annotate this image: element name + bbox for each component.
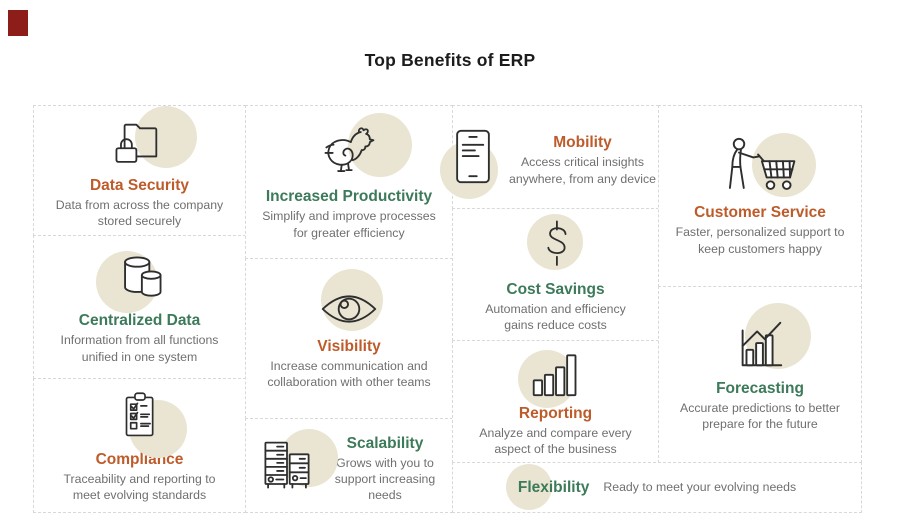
card-description: Automation and efficiency gains reduce c… xyxy=(485,301,626,333)
page-title: Top Benefits of ERP xyxy=(364,50,536,70)
card-cost-savings: Cost Savings Automation and efficiency g… xyxy=(452,208,659,341)
card-title-label: Flexibility xyxy=(517,478,590,496)
icon-backdrop-circle xyxy=(505,463,552,510)
card-description: Faster, personalized support to keep cus… xyxy=(675,225,845,256)
smartphone-icon xyxy=(455,129,490,184)
checklist-clipboard-icon xyxy=(125,392,153,436)
card-description: Access critical insights anywhere, from … xyxy=(509,155,656,186)
card-data-security: Data Security Data from across the compa… xyxy=(33,105,246,236)
card-description: Simplify and improve processes for great… xyxy=(262,209,436,240)
card-text: Scalability Grows with you to support in… xyxy=(332,428,438,504)
folder-lock-icon xyxy=(115,123,157,163)
icon-wrap xyxy=(526,213,583,274)
icon-wrap xyxy=(260,428,338,493)
card-description: Grows with you to support increasing nee… xyxy=(334,455,436,503)
icon-wrap xyxy=(113,388,187,458)
icon-wrap xyxy=(111,105,197,170)
icon-backdrop-circle xyxy=(348,113,412,178)
icon-wrap xyxy=(319,268,383,331)
card-customer-service: Customer Service Faster, personalized su… xyxy=(658,105,862,287)
card-title: Flexibility xyxy=(505,463,590,510)
card-reporting: Reporting Analyze and compare every aspe… xyxy=(452,340,659,463)
card-description: Data from across the company stored secu… xyxy=(55,197,224,229)
card-title: Forecasting xyxy=(716,379,804,397)
card-title: Increased Productivity xyxy=(265,188,433,206)
card-visibility: Visibility Increase communication and co… xyxy=(245,258,453,419)
card-title: Customer Service xyxy=(694,204,826,222)
card-title: Visibility xyxy=(317,337,381,355)
server-stack-icon xyxy=(264,441,310,488)
card-increased-productivity: Increased Productivity Simplify and impr… xyxy=(245,105,453,259)
card-title: Cost Savings xyxy=(506,280,605,298)
database-icon xyxy=(123,256,161,297)
trend-chart-icon xyxy=(741,321,783,366)
card-text: Mobility Access critical insights anywhe… xyxy=(508,127,658,186)
card-scalability: Scalability Grows with you to support in… xyxy=(245,418,453,513)
icon-wrap xyxy=(517,346,584,408)
card-title: Reporting xyxy=(518,404,593,422)
shopping-cart-icon xyxy=(728,138,796,191)
card-compliance: Compliance Traceability and reporting to… xyxy=(33,378,246,513)
rooster-icon xyxy=(324,127,375,173)
card-mobility: Mobility Access critical insights anywhe… xyxy=(439,105,659,209)
icon-wrap xyxy=(718,133,816,198)
dollar-sign-icon xyxy=(546,220,566,266)
card-description: Traceability and reporting to meet evolv… xyxy=(63,471,216,503)
card-centralized-data: Centralized Data Information from all fu… xyxy=(33,235,246,379)
card-description: Increase communication and collaboration… xyxy=(267,358,431,390)
card-flexibility: Flexibility Ready to meet your evolving … xyxy=(452,462,862,513)
card-description: Ready to meet your evolving needs xyxy=(603,480,797,495)
icon-wrap xyxy=(95,249,168,314)
icon-backdrop-circle xyxy=(526,213,583,270)
card-title: Centralized Data xyxy=(78,312,201,330)
icon-wrap xyxy=(318,113,412,181)
icon-backdrop-circle xyxy=(134,105,197,168)
card-description: Information from all functions unified i… xyxy=(60,333,219,364)
card-description: Analyze and compare every aspect of the … xyxy=(479,425,632,457)
corner-accent-mark xyxy=(8,10,28,36)
card-title: Mobility xyxy=(553,134,612,152)
bar-chart-icon xyxy=(532,354,576,396)
card-description: Accurate predictions to better prepare f… xyxy=(680,400,840,432)
eye-icon xyxy=(321,295,377,323)
card-title: Data Security xyxy=(89,176,190,194)
icon-wrap xyxy=(439,129,498,199)
card-forecasting: Forecasting Accurate predictions to bett… xyxy=(658,286,862,463)
card-title: Scalability xyxy=(346,434,424,452)
icon-wrap xyxy=(731,302,811,373)
